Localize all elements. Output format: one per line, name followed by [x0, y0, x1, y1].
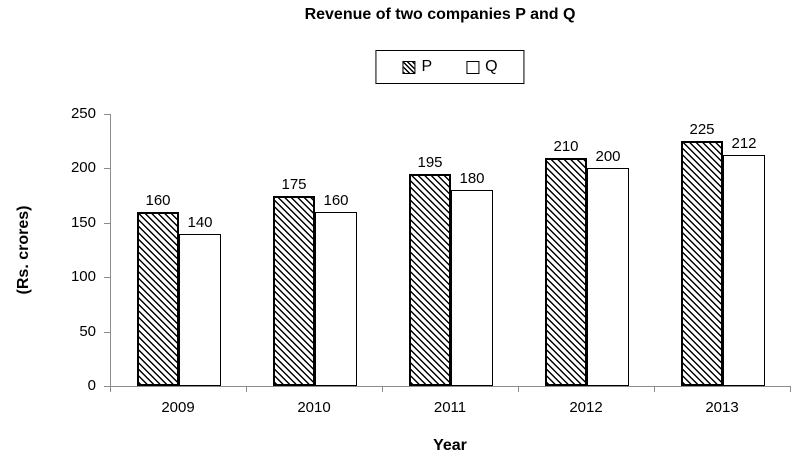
data-label-p-2013: 225 [689, 121, 715, 138]
bar-p-2009 [137, 212, 179, 386]
bar-q-2009 [179, 234, 221, 386]
y-tick-label: 100 [70, 268, 96, 286]
y-tick-label: 0 [87, 377, 96, 394]
data-label-q-2012: 200 [595, 148, 621, 165]
x-tick-mark [110, 387, 111, 392]
legend-item-q: Q [466, 58, 498, 76]
x-tick-mark [246, 387, 247, 392]
legend: P Q [375, 50, 525, 84]
data-label-p-2010: 175 [281, 176, 307, 193]
x-category-label: 2009 [161, 399, 195, 416]
y-tick-label: 50 [79, 322, 96, 340]
y-tick-mark [104, 386, 110, 387]
data-label-q-2009: 140 [187, 214, 213, 231]
data-label-q-2011: 180 [459, 170, 485, 187]
plot-area: 160 140 175 160 195 180 210 200 225 212 [110, 114, 791, 387]
bar-q-2011 [451, 190, 493, 386]
y-tick-mark [104, 277, 110, 279]
bar-p-2012 [545, 158, 587, 386]
white-swatch-icon [466, 60, 480, 74]
x-tick-mark [790, 387, 791, 392]
x-tick-mark [518, 387, 519, 392]
x-category-label: 2010 [297, 399, 331, 416]
chart-title: Revenue of two companies P and Q [304, 6, 576, 23]
y-tick-mark [104, 168, 110, 170]
y-tick-mark [104, 222, 110, 224]
x-category-label: 2011 [433, 399, 467, 416]
bar-p-2010 [273, 196, 315, 386]
data-label-p-2012: 210 [553, 138, 579, 155]
x-category-label: 2013 [705, 399, 739, 416]
data-label-p-2011: 195 [417, 154, 443, 171]
bar-p-2011 [409, 174, 451, 386]
legend-item-p: P [402, 58, 432, 76]
data-label-q-2010: 160 [323, 192, 349, 209]
bar-q-2010 [315, 212, 357, 386]
y-tick-mark [104, 114, 110, 115]
x-tick-mark [654, 387, 655, 392]
bar-q-2013 [723, 155, 765, 386]
bar-p-2013 [681, 141, 723, 386]
bar-q-2012 [587, 168, 629, 386]
legend-label-q: Q [485, 58, 498, 75]
y-tick-mark [104, 331, 110, 333]
y-tick-label: 150 [70, 213, 96, 231]
data-label-q-2013: 212 [731, 135, 757, 152]
x-category-label: 2012 [569, 399, 603, 416]
y-tick-label: 250 [70, 105, 96, 122]
hatched-swatch-icon [402, 60, 416, 74]
y-tick-label: 200 [70, 159, 96, 177]
legend-label-p: P [421, 58, 433, 75]
x-tick-mark [382, 387, 383, 392]
data-label-p-2009: 160 [145, 192, 171, 209]
x-axis-title: Year [433, 437, 467, 454]
